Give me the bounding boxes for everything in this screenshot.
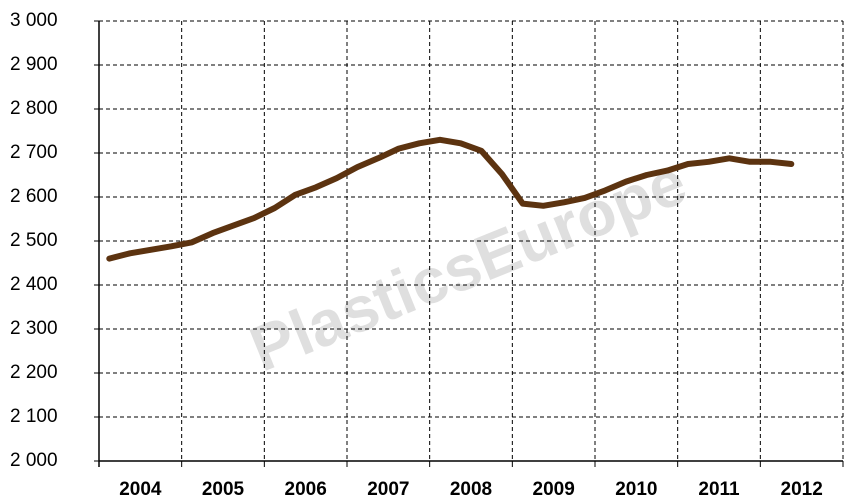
x-tick-label: 2012 [781, 479, 823, 500]
line-series [106, 136, 795, 262]
y-tick-label: 2 800 [10, 98, 58, 119]
y-tick-label: 2 300 [10, 318, 58, 339]
x-tick-label: 2011 [698, 479, 740, 500]
y-tick-label: 2 700 [10, 142, 58, 163]
y-tick-label: 2 200 [10, 362, 58, 383]
y-tick-label: 2 000 [10, 450, 58, 471]
y-tick-label: 2 500 [10, 230, 58, 251]
x-tick-label: 2010 [615, 479, 657, 500]
y-tick-label: 2 900 [10, 54, 58, 75]
y-tick-label: 2 100 [10, 406, 58, 427]
x-tick-label: 2007 [367, 479, 409, 500]
x-tick-label: 2004 [119, 479, 162, 500]
y-tick-label: 2 400 [10, 274, 58, 295]
x-tick-label: 2006 [285, 479, 327, 500]
y-tick-label: 2 600 [10, 186, 58, 207]
x-tick-label: 2009 [533, 479, 575, 500]
x-tick-label: 2008 [450, 479, 492, 500]
x-tick-label: 2005 [202, 479, 245, 500]
y-tick-label: 3 000 [10, 10, 58, 31]
